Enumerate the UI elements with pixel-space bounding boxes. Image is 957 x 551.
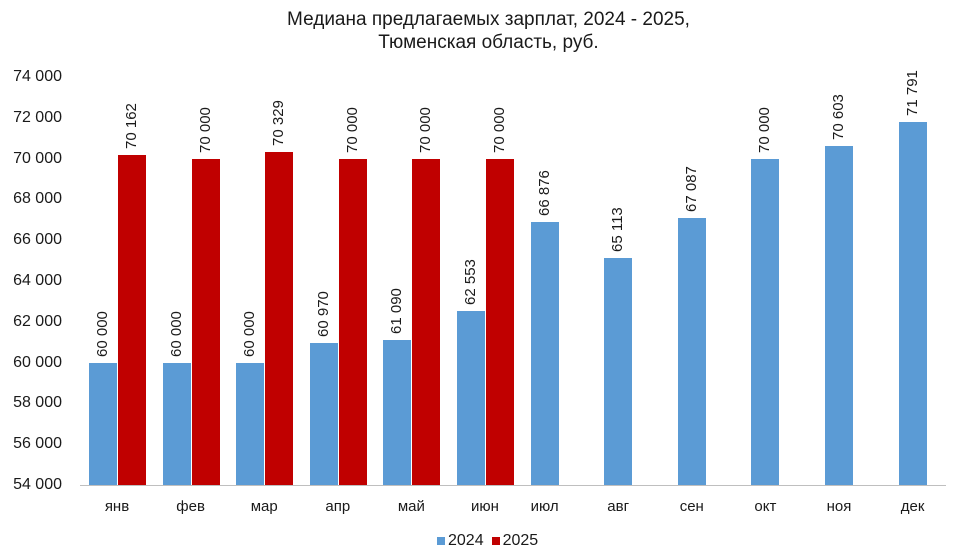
bar-2024-9 <box>751 158 780 485</box>
y-tick-label: 70 000 <box>13 149 62 167</box>
bar-2024-4 <box>383 340 412 485</box>
bar-2024-8 <box>677 218 706 485</box>
x-tick-label: дек <box>900 498 925 515</box>
bar-2025-1 <box>191 158 220 485</box>
data-label: 65 113 <box>609 207 627 253</box>
legend-label-2025: 2025 <box>502 532 539 549</box>
y-tick-label: 56 000 <box>13 435 62 453</box>
bar-2024-7 <box>604 258 633 485</box>
bar-2024-11 <box>898 122 927 485</box>
x-tick-label: июл <box>530 498 559 515</box>
data-label: 71 791 <box>903 70 921 117</box>
bar-2025-4 <box>412 158 441 485</box>
y-tick-label: 60 000 <box>13 353 62 371</box>
data-label: 67 087 <box>682 166 700 213</box>
x-axis-line <box>80 485 946 486</box>
bar-2024-2 <box>236 362 265 485</box>
chart-title-line1: Медиана предлагаемых зарплат, 2024 - 202… <box>287 9 690 30</box>
data-label: 70 000 <box>491 106 508 153</box>
data-label: 70 000 <box>417 106 435 153</box>
y-tick-label: 74 000 <box>13 68 62 85</box>
legend-swatch-2025 <box>491 537 500 545</box>
data-label: 60 000 <box>94 310 111 357</box>
x-tick-label: окт <box>754 498 777 515</box>
bar-2025-3 <box>338 158 367 485</box>
bar-2024-3 <box>309 342 338 485</box>
data-label: 66 876 <box>535 170 553 217</box>
data-label: 70 000 <box>756 106 774 153</box>
x-tick-label: ноя <box>826 498 852 515</box>
data-label: 70 000 <box>196 106 214 153</box>
bar-2025-5 <box>486 158 514 485</box>
y-tick-label: 68 000 <box>13 190 62 208</box>
bar-2025-2 <box>265 151 294 485</box>
bar-2025-0 <box>118 155 146 485</box>
chart-subtitle: Тюменская область, руб. <box>378 32 599 53</box>
x-tick-label: сен <box>679 498 704 515</box>
data-label: 70 603 <box>830 94 847 141</box>
legend-item-2024: 2024 <box>437 532 484 550</box>
y-tick-label: 54 000 <box>13 476 62 493</box>
x-tick-label: май <box>397 498 425 515</box>
y-tick-label: 62 000 <box>13 312 62 330</box>
x-tick-label: фев <box>176 498 205 515</box>
data-label: 60 970 <box>314 290 332 337</box>
x-tick-label: янв <box>104 498 130 515</box>
bar-2024-10 <box>825 146 853 485</box>
y-tick-label: 66 000 <box>13 231 62 249</box>
y-tick-label: 58 000 <box>13 394 62 412</box>
x-tick-label: авг <box>607 498 630 515</box>
x-tick-label: апр <box>325 498 351 515</box>
bar-2024-6 <box>530 222 559 485</box>
y-tick-label: 64 000 <box>13 272 62 289</box>
data-label: 60 000 <box>241 310 259 357</box>
y-tick-label: 72 000 <box>13 108 62 126</box>
legend-swatch-2024 <box>437 537 445 545</box>
data-label: 60 000 <box>167 310 185 357</box>
bar-2024-0 <box>89 362 117 485</box>
bar-2024-1 <box>162 362 191 485</box>
legend-label-2024: 2024 <box>448 532 484 549</box>
bar-2024-5 <box>457 310 485 485</box>
x-tick-label: июн <box>471 498 499 515</box>
data-label: 70 329 <box>270 99 288 146</box>
legend-item-2025: 2025 <box>491 532 539 550</box>
data-label: 70 000 <box>343 106 361 153</box>
x-tick-label: мар <box>250 498 278 515</box>
data-label: 61 090 <box>388 288 406 335</box>
legend: 2024 2025 <box>437 532 546 550</box>
data-label: 62 553 <box>462 258 479 305</box>
chart-title: Медиана предлагаемых зарплат, 2024 - 202… <box>0 8 957 54</box>
data-label: 70 162 <box>123 103 140 150</box>
